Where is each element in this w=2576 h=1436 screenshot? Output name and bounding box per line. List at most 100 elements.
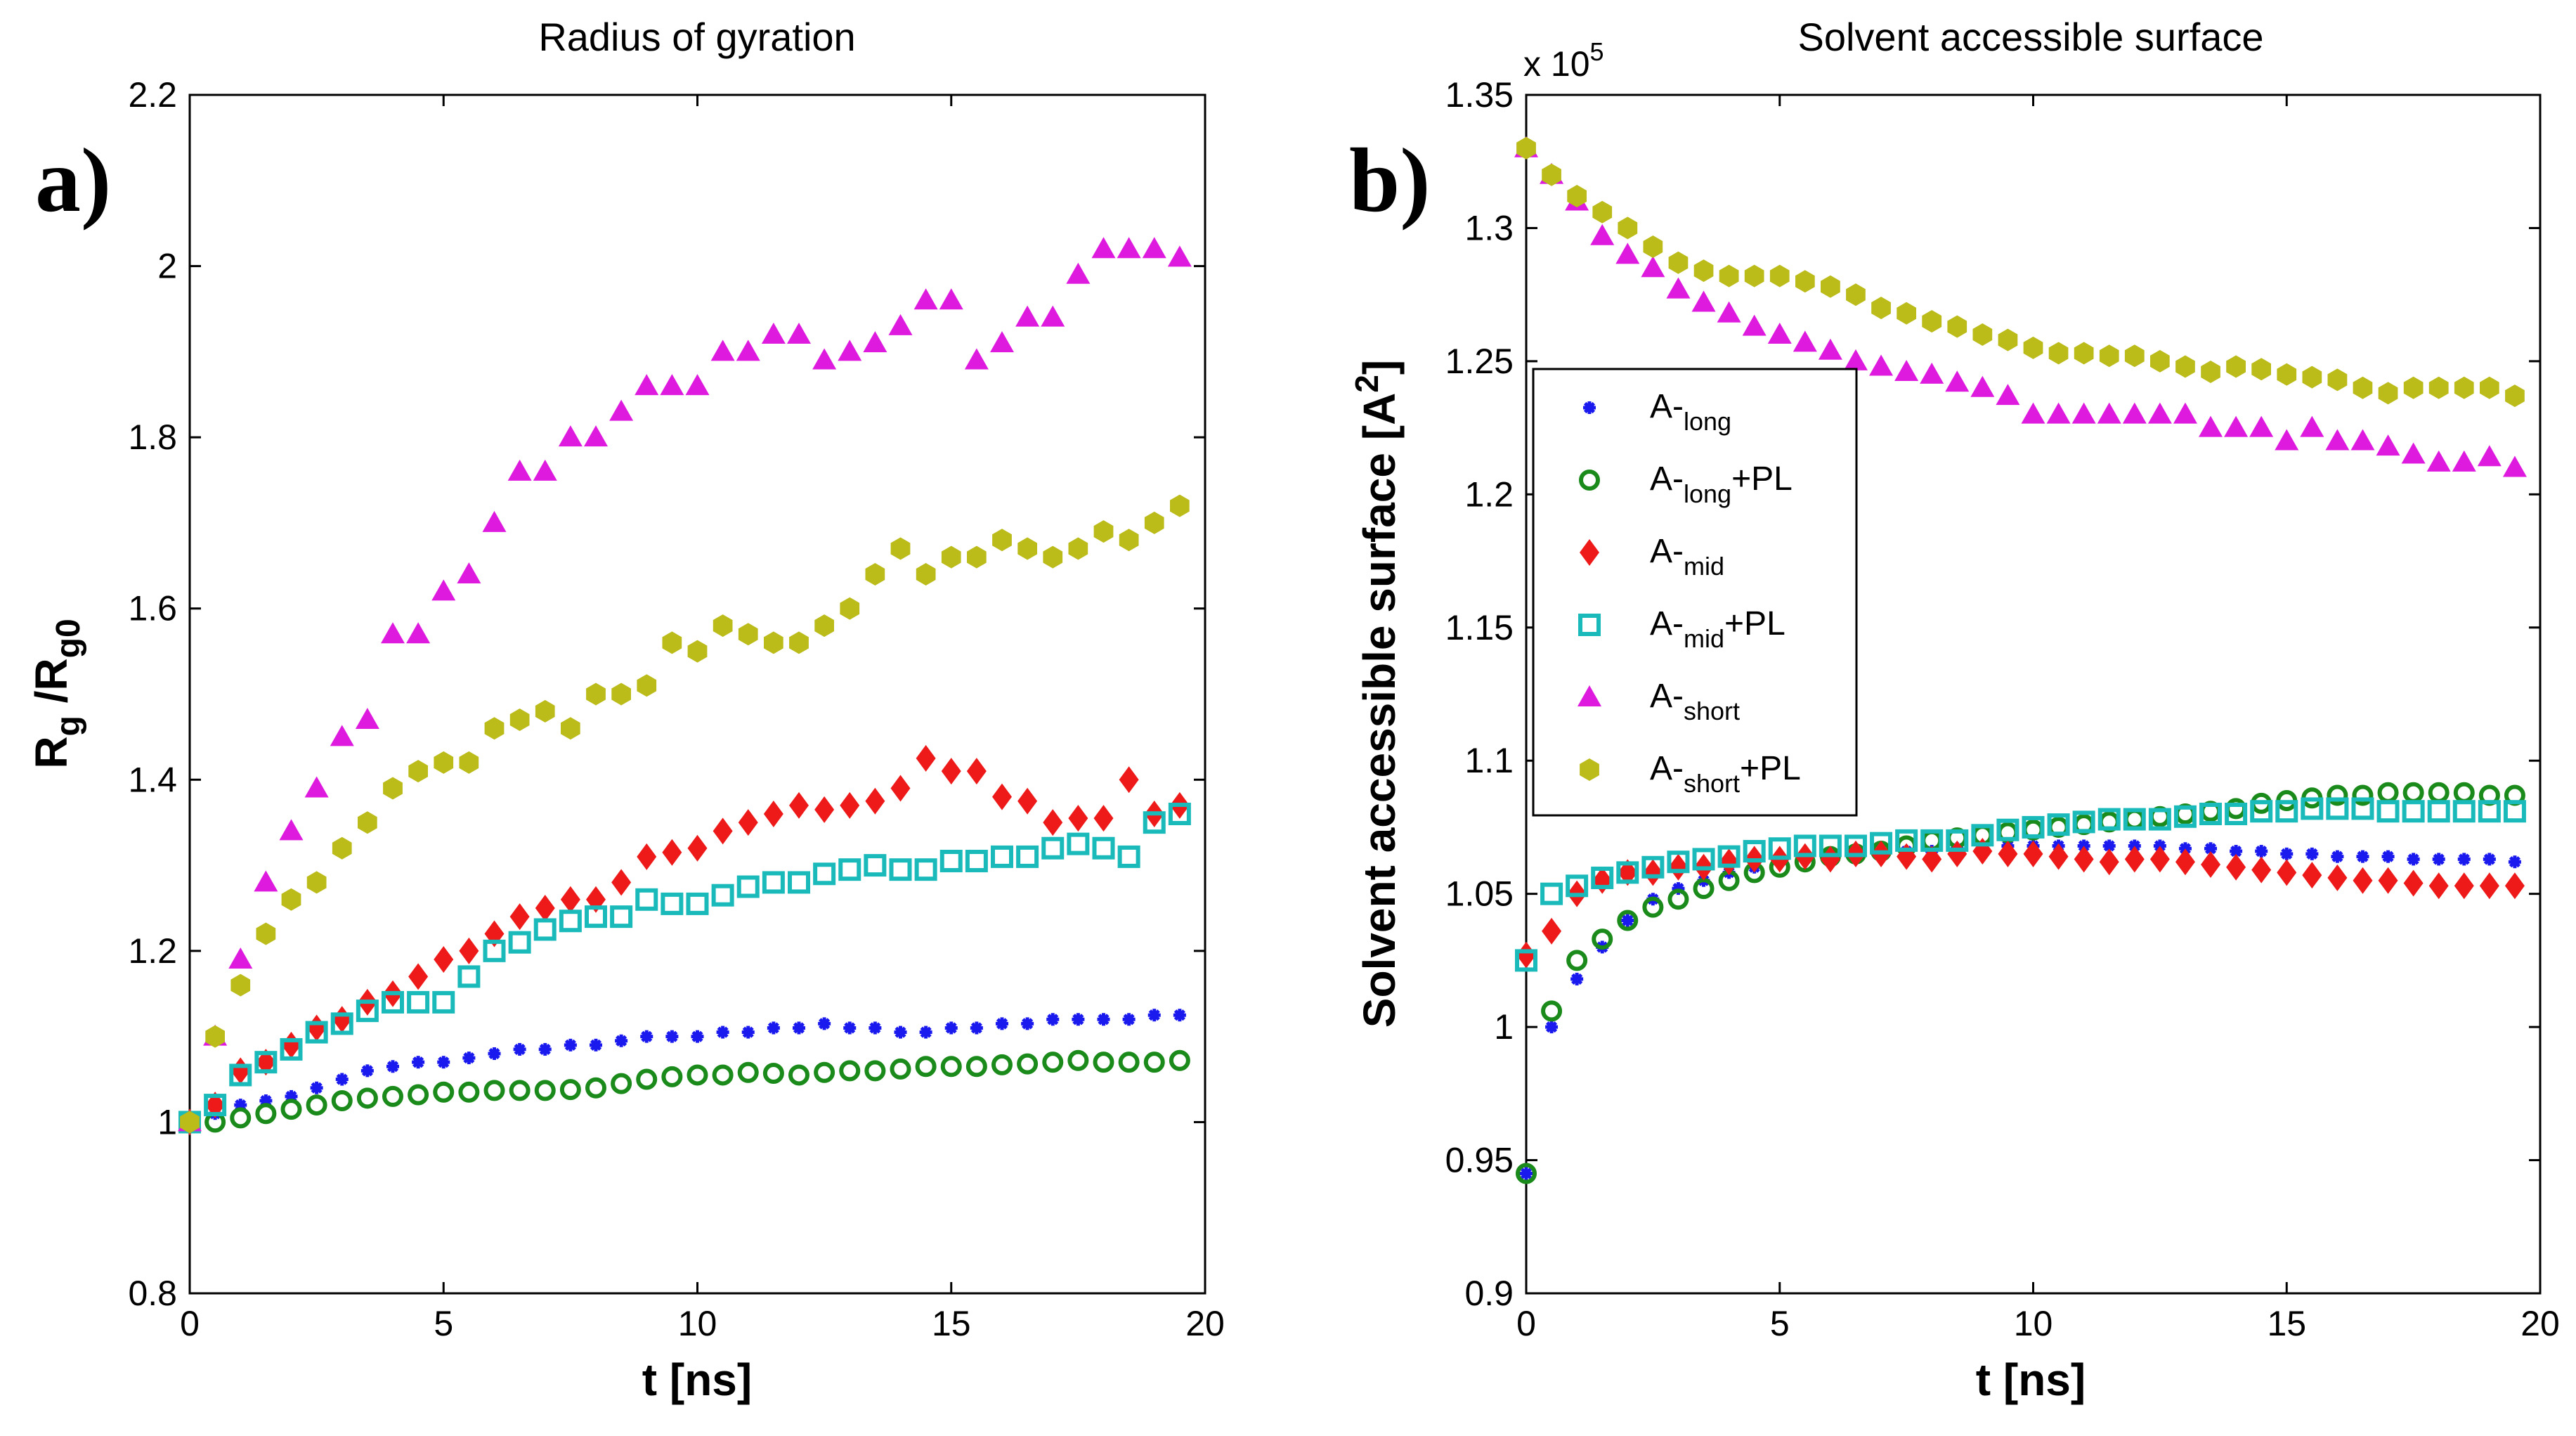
- panel-a-triangle-point-24: [787, 323, 811, 344]
- panel-b-triangle-point-6: [1666, 277, 1691, 299]
- legend-marker-point-3: [1578, 614, 1601, 636]
- panel-a-asterisk-point-22: [741, 1026, 755, 1039]
- panel-a-hexagon-point-26: [840, 597, 860, 620]
- panel-a-circle-point-37: [1118, 1052, 1140, 1073]
- panel-a-asterisk-point-35: [1072, 1013, 1085, 1026]
- panel-a-triangle-point-23: [761, 323, 786, 344]
- panel-a-diamond-point-34: [1043, 809, 1063, 836]
- panel-b-triangle-point-30: [2275, 429, 2299, 451]
- panel-b-square-point-10: [1768, 837, 1791, 860]
- panel-a-ytick-label: 1: [157, 1102, 177, 1141]
- panel-b-ytick-label: 1.3: [1464, 208, 1514, 247]
- panel-a-circle-point-29: [915, 1056, 937, 1078]
- panel-b-title: Solvent accessible surface: [1797, 15, 2263, 59]
- panel-b-asterisk-point-29: [2255, 845, 2268, 858]
- panel-a-series-a-short: [178, 237, 1192, 1132]
- panel-b-ylabel-end: ]: [1354, 360, 1405, 375]
- panel-a-circle-point-14: [534, 1080, 556, 1101]
- panel-a-hexagon-point-14: [535, 699, 555, 723]
- panel-a-asterisk-point-39: [1173, 1009, 1186, 1022]
- panel-a-square-point-19: [661, 892, 684, 915]
- panel-b-hexagon-point-39: [2505, 384, 2525, 408]
- panel-b-triangle-point-33: [2350, 429, 2375, 451]
- panel-a-hexagon-point-6: [332, 836, 352, 860]
- panel-b-asterisk-point-2: [1570, 972, 1584, 985]
- panel-b-square-point-34: [2376, 800, 2400, 823]
- panel-a-hexagon-point-29: [916, 563, 936, 586]
- panel-b-asterisk-point-27: [2204, 842, 2218, 855]
- panel-a-diamond-point-17: [611, 869, 632, 896]
- legend-label: A-short+PL: [1650, 750, 1801, 798]
- panel-b-triangle-point-8: [1717, 301, 1741, 323]
- panel-a-diamond-point-30: [941, 758, 961, 785]
- panel-a-triangle-point-10: [431, 579, 456, 601]
- panel-a-square-point-9: [407, 990, 430, 1014]
- panel-a-hexagon-point-35: [1068, 537, 1088, 560]
- panel-b-triangle-point-28: [2224, 415, 2249, 437]
- panel-a-square-point-4: [280, 1037, 303, 1061]
- panel-a-square-point-18: [635, 888, 658, 911]
- panel-a-asterisk-point-32: [996, 1017, 1008, 1030]
- panel-a-square-point-24: [788, 871, 810, 894]
- panel-a-circle-point-27: [864, 1060, 886, 1082]
- panel-a-square-point-30: [939, 849, 963, 872]
- panel-a-circle-point-32: [991, 1054, 1013, 1075]
- panel-b-square-point-32: [2326, 797, 2349, 820]
- panel-a-title: Radius of gyration: [538, 15, 855, 59]
- panel-b-circle-point-33: [2352, 784, 2374, 806]
- panel-b-hexagon-point-36: [2428, 376, 2449, 399]
- panel-b-hexagon-point-9: [1744, 264, 1764, 287]
- panel-b-hexagon-point-12: [1821, 275, 1840, 298]
- panel-a-triangle-point-25: [812, 348, 837, 370]
- panel-b-circle-point-24: [2123, 808, 2145, 830]
- panel-a-circle-point-21: [712, 1064, 734, 1086]
- panel-a-asterisk-point-12: [488, 1047, 501, 1060]
- panel-b-hexagon-point-8: [1719, 264, 1739, 287]
- panel-a-circle-point-24: [788, 1064, 809, 1086]
- panel-a-ytick-label: 1.4: [128, 760, 177, 799]
- panel-b-series-a-long: [1520, 839, 2521, 1180]
- panel-b-diamond-point-31: [2302, 862, 2322, 889]
- panel-a-square-point-23: [762, 871, 785, 894]
- panel-b-square-point-20: [2022, 815, 2045, 839]
- panel-a-triangle-point-22: [736, 339, 760, 361]
- panel-b-xtick-label: 0: [1516, 1304, 1536, 1343]
- panel-a-ytick-label: 0.8: [128, 1274, 177, 1313]
- panel-a-diamond-point-11: [459, 937, 479, 964]
- panel-b-triangle-point-7: [1691, 290, 1716, 312]
- panel-a-circle-point-11: [458, 1081, 480, 1103]
- panel-b-triangle-point-10: [1767, 323, 1792, 344]
- panel-a-hexagon-point-19: [662, 631, 682, 654]
- panel-b-asterisk-point-32: [2331, 850, 2344, 863]
- panel-b-triangle-point-12: [1818, 338, 1842, 360]
- legend-item: A-long+PL: [1579, 460, 1793, 508]
- panel-a-triangle-point-12: [482, 510, 507, 532]
- panel-b-triangle-point-36: [2426, 450, 2451, 472]
- panel-b-triangle-point-25: [2147, 402, 2172, 424]
- panel-a-asterisk-point-31: [970, 1021, 983, 1035]
- panel-b-square-point-17: [1946, 829, 1969, 852]
- panel-b-diamond-point-16: [1922, 846, 1942, 873]
- panel-a-diamond-point-5: [306, 1014, 327, 1042]
- panel-b-circle-point-37: [2453, 782, 2475, 803]
- panel-b-hexagon-point-20: [2023, 336, 2043, 359]
- panel-b-circle-point-0: [1516, 1163, 1537, 1184]
- panel-a-square-point-11: [457, 965, 481, 988]
- panel-b-diamond-point-19: [1998, 840, 2018, 867]
- panel-a-diamond-point-23: [763, 801, 783, 827]
- panel-b-triangle-point-11: [1793, 330, 1817, 352]
- legend-item: A-short: [1578, 678, 1740, 725]
- panel-a-square-point-1: [204, 1094, 227, 1117]
- panel-a-diamond-point-19: [662, 839, 682, 866]
- panel-a-square-point-27: [864, 854, 887, 877]
- panel-b-triangle-point-32: [2325, 429, 2350, 451]
- panel-a-hexagon-point-24: [789, 631, 809, 654]
- panel-b-ytick-label: 1: [1494, 1007, 1514, 1047]
- panel-a-circle-point-36: [1093, 1052, 1114, 1073]
- panel-b-square-point-15: [1895, 829, 1918, 852]
- panel-a-circle-point-34: [1042, 1052, 1064, 1073]
- panel-a-ylabel-sub1: g: [50, 716, 87, 736]
- panel-b-diamond-point-39: [2504, 872, 2525, 900]
- panel-a-triangle-point-35: [1066, 262, 1091, 284]
- panel-b-square-point-37: [2452, 800, 2476, 823]
